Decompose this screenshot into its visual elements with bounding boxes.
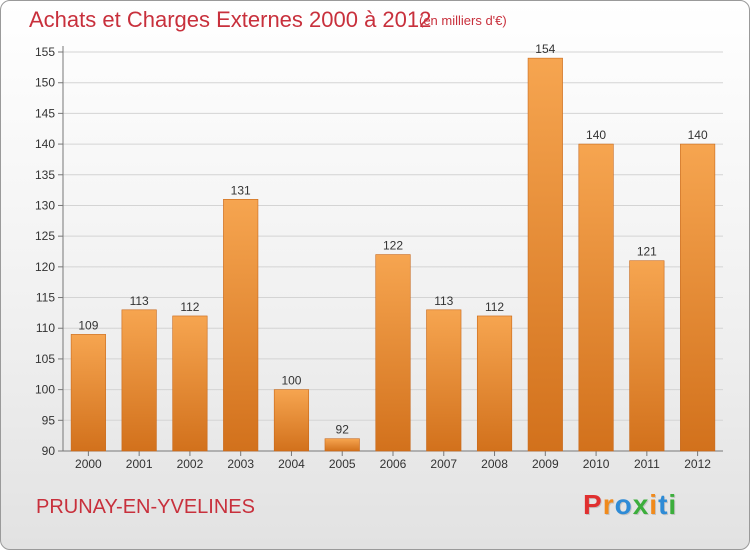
x-tick-label: 2001 (126, 457, 153, 471)
y-tick-label: 155 (35, 45, 55, 59)
logo-letter: t (658, 489, 669, 520)
chart-subtitle: (en milliers d'€) (419, 13, 507, 28)
y-tick-label: 90 (42, 444, 56, 458)
x-tick-label: 2005 (329, 457, 356, 471)
y-axis: 90 95 100 105 110 115 120 125 130 135 140 145 150 155… (35, 45, 723, 471)
bar-value-label: 112 (485, 300, 504, 314)
bar-value-label: 109 (78, 318, 98, 332)
x-tick-label: 2012 (684, 457, 711, 471)
bar-2003 (223, 199, 259, 452)
y-tick-label: 140 (35, 137, 55, 151)
bar-value-label: 140 (586, 128, 606, 142)
bar-2002 (172, 315, 208, 452)
bars: 109 113 112 131 100 92 122 113 112 154 140 121 140 (70, 42, 716, 452)
logo-letter: r (602, 489, 615, 520)
bar-2010 (578, 143, 614, 452)
bar-2007 (426, 309, 462, 452)
x-tick-label: 2010 (583, 457, 610, 471)
logo-letter: i (668, 489, 678, 520)
town-name: PRUNAY-EN-YVELINES (36, 496, 255, 518)
logo-letter: o (614, 489, 633, 520)
y-tick-label: 95 (42, 413, 56, 427)
y-tick-label: 120 (35, 260, 55, 274)
bar-2008 (476, 315, 513, 452)
logo-letter: i (649, 489, 659, 520)
x-tick-label: 2000 (75, 457, 102, 471)
x-tick-label: 2008 (481, 457, 508, 471)
bar-value-label: 113 (434, 294, 453, 308)
bar-2009 (527, 57, 563, 452)
bar-2005 (324, 438, 360, 452)
bar-2004 (273, 389, 310, 452)
chart-title: Achats et Charges Externes 2000 à 2012 (29, 7, 432, 32)
x-tick-label: 2004 (278, 457, 305, 471)
bar-value-label: 113 (130, 294, 149, 308)
y-tick-label: 150 (35, 76, 55, 90)
x-tick-label: 2009 (532, 457, 559, 471)
bar-2011 (629, 260, 665, 452)
bar-2012 (680, 143, 716, 452)
bar-2000 (70, 334, 106, 452)
logo-letter: x (632, 489, 650, 520)
y-tick-label: 125 (35, 229, 55, 243)
bar-2001 (121, 309, 157, 452)
bar-2006 (375, 254, 411, 452)
bar-value-label: 121 (637, 245, 657, 259)
y-tick-label: 110 (36, 321, 55, 335)
logo-letter: P (583, 489, 603, 520)
proxiti-logo[interactable]: Proxiti (583, 489, 677, 521)
bar-value-label: 92 (336, 423, 350, 437)
y-tick-label: 130 (35, 198, 55, 212)
x-tick-label: 2003 (227, 457, 254, 471)
bar-value-label: 154 (535, 42, 555, 56)
y-tick-label: 135 (35, 168, 55, 182)
bar-value-label: 140 (688, 128, 708, 142)
bar-value-label: 122 (383, 239, 403, 253)
bar-value-label: 100 (281, 374, 301, 388)
x-tick-label: 2002 (177, 457, 204, 471)
y-tick-label: 105 (35, 352, 55, 366)
bar-value-label: 131 (231, 183, 251, 197)
x-tick-label: 2006 (380, 457, 407, 471)
x-tick-label: 2007 (430, 457, 457, 471)
x-tick-label: 2011 (634, 457, 660, 471)
y-tick-label: 115 (36, 291, 55, 305)
y-tick-label: 145 (35, 106, 55, 120)
y-tick-label: 100 (35, 383, 55, 397)
bar-value-label: 112 (180, 300, 199, 314)
